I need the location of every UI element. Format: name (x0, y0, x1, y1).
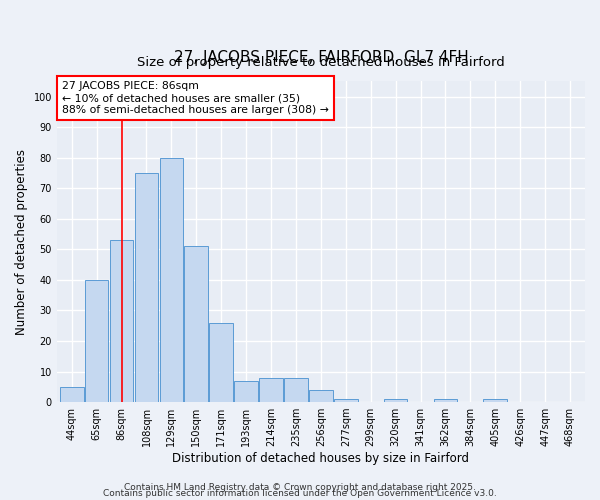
Bar (160, 158, 183, 402)
X-axis label: Distribution of detached houses by size in Fairford: Distribution of detached houses by size … (172, 452, 469, 465)
Bar (184, 246, 208, 402)
Title: 27, JACOBS PIECE, FAIRFORD, GL7 4FH: 27, JACOBS PIECE, FAIRFORD, GL7 4FH (173, 50, 468, 65)
Text: Size of property relative to detached houses in Fairford: Size of property relative to detached ho… (137, 56, 505, 68)
Bar (434, 399, 457, 402)
Bar (309, 390, 333, 402)
Bar (85, 280, 109, 402)
Bar (110, 240, 133, 402)
Bar (284, 378, 308, 402)
Bar (134, 173, 158, 402)
Bar (384, 399, 407, 402)
Bar (484, 399, 507, 402)
Bar (60, 387, 83, 402)
Bar (259, 378, 283, 402)
Text: Contains HM Land Registry data © Crown copyright and database right 2025.: Contains HM Land Registry data © Crown c… (124, 483, 476, 492)
Y-axis label: Number of detached properties: Number of detached properties (15, 149, 28, 335)
Bar (235, 380, 258, 402)
Text: 27 JACOBS PIECE: 86sqm
← 10% of detached houses are smaller (35)
88% of semi-det: 27 JACOBS PIECE: 86sqm ← 10% of detached… (62, 82, 329, 114)
Bar (209, 322, 233, 402)
Text: Contains public sector information licensed under the Open Government Licence v3: Contains public sector information licen… (103, 489, 497, 498)
Bar (334, 399, 358, 402)
